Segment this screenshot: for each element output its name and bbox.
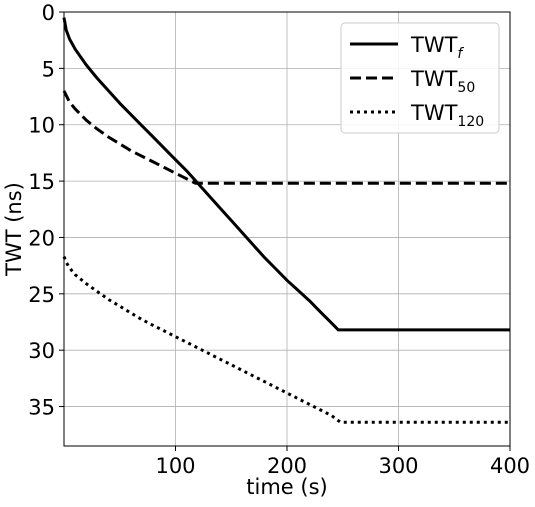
y-tick-label: 15 bbox=[28, 170, 55, 194]
series-line-dotted bbox=[62, 256, 510, 424]
legend-label-base: TWT bbox=[410, 33, 458, 57]
legend-label-base: TWT bbox=[410, 67, 458, 91]
legend-box bbox=[340, 22, 500, 134]
y-tick-label: 30 bbox=[28, 339, 55, 363]
x-tick-label: 300 bbox=[378, 454, 418, 478]
x-tick-label: 400 bbox=[490, 454, 530, 478]
legend-label-subscript: 50 bbox=[457, 80, 475, 96]
legend-label: TWT120 bbox=[410, 101, 484, 130]
x-axis-label: time (s) bbox=[246, 475, 327, 499]
x-tick-label: 200 bbox=[267, 454, 307, 478]
legend-label: TWTf bbox=[410, 33, 464, 62]
y-axis-ticks: 0 5 10 15 20 25 30 35 bbox=[28, 1, 64, 420]
y-tick-label: 0 bbox=[42, 1, 55, 25]
legend-label-base: TWT bbox=[410, 101, 458, 125]
y-tick-label: 5 bbox=[42, 57, 55, 81]
x-axis-ticks: 100 200 300 400 bbox=[155, 446, 530, 478]
y-tick-label: 25 bbox=[28, 283, 55, 307]
legend-label-subscript: f bbox=[457, 46, 464, 62]
x-tick-label: 100 bbox=[155, 454, 195, 478]
series-line-dashed bbox=[62, 90, 510, 185]
y-tick-label: 20 bbox=[28, 226, 55, 250]
series-line-solid bbox=[62, 17, 510, 332]
legend-label-subscript: 120 bbox=[457, 114, 484, 130]
y-tick-label: 10 bbox=[28, 114, 55, 138]
series-layer bbox=[62, 17, 510, 424]
y-axis-label: TWT (ns) bbox=[2, 182, 26, 277]
y-tick-label: 35 bbox=[28, 396, 55, 420]
legend-label: TWT50 bbox=[410, 67, 475, 96]
